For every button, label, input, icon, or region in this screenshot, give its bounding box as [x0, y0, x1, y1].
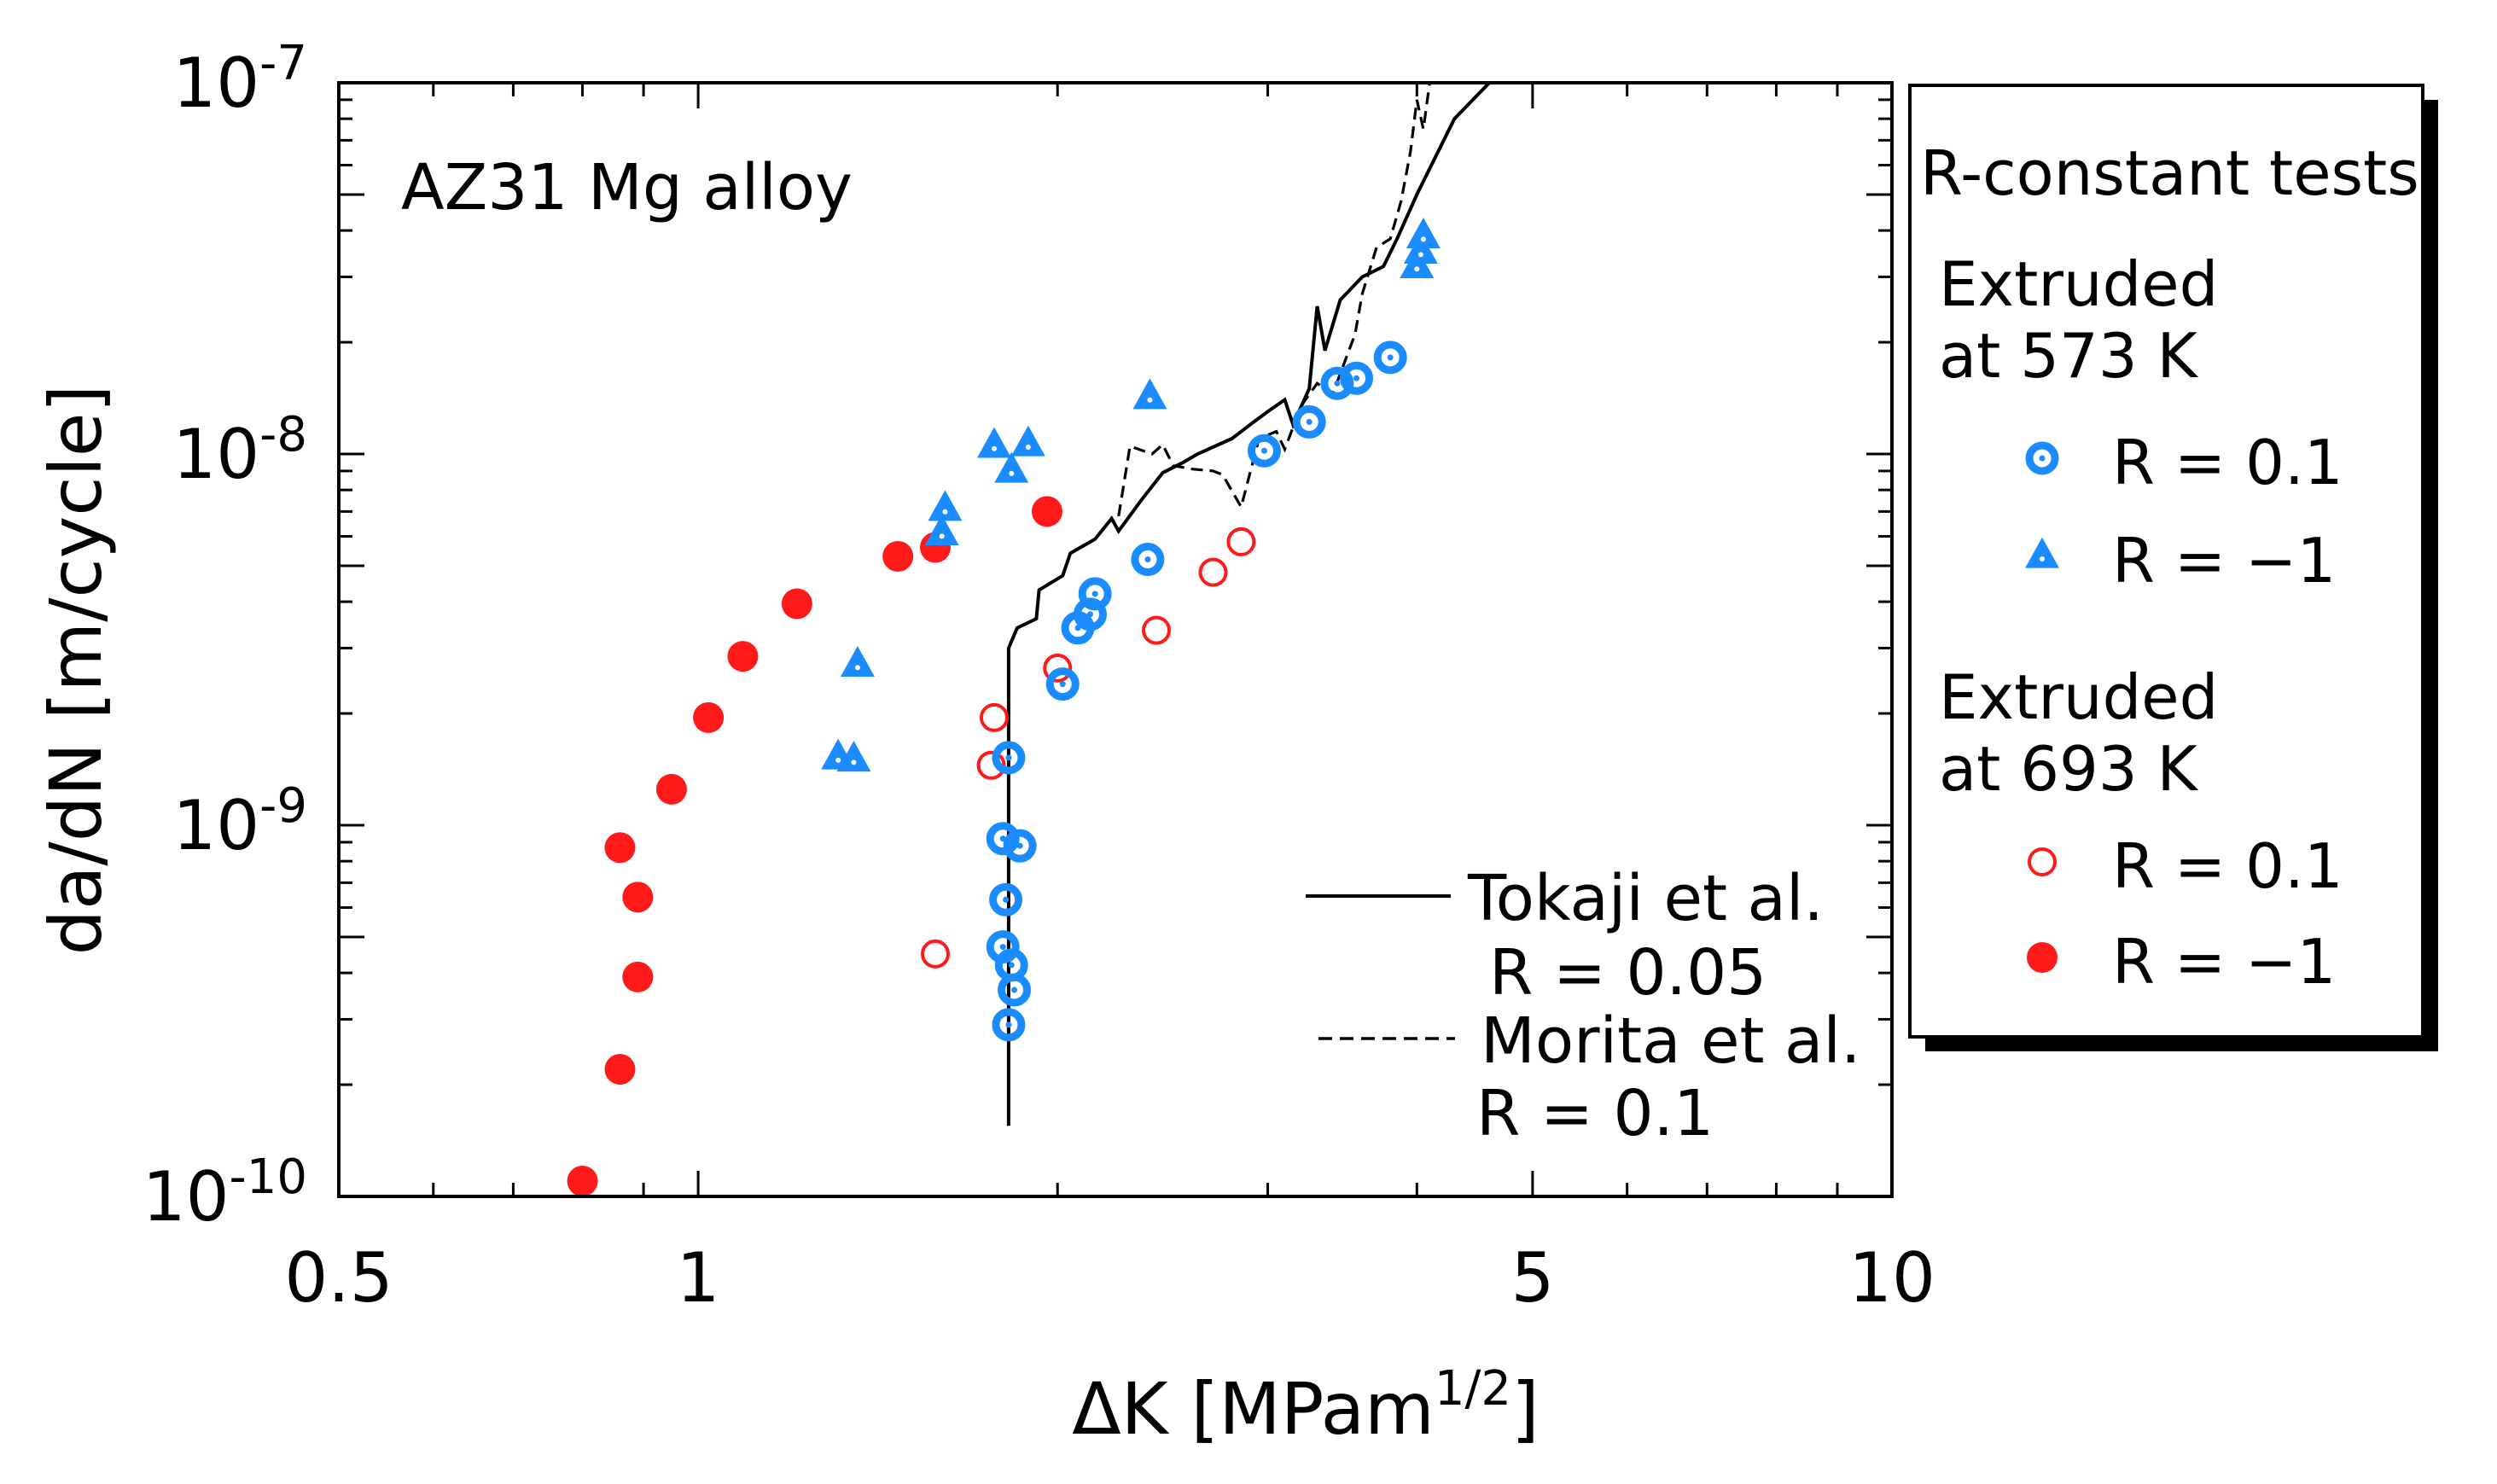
y-tick-label: 10-8 [172, 407, 307, 494]
point-bullseye [992, 1008, 1026, 1042]
point-bullseye [1131, 543, 1165, 577]
y-tick-label-exp: -9 [259, 778, 307, 834]
y-tick-label-base: 10 [143, 1157, 230, 1237]
y-tick-label-base: 10 [172, 44, 259, 123]
point-triangle [1132, 378, 1167, 410]
legend-frame [1908, 84, 2424, 1039]
plot-frame [337, 81, 1894, 1198]
point-triangle [1010, 425, 1045, 457]
point-bullseye [1247, 434, 1281, 468]
legend-label-693-r01: R = 0.1 [2112, 830, 2343, 902]
y-axis-label: da/dN [m/cycle] [34, 385, 118, 956]
legend-marker-blue-triangle [2025, 537, 2059, 568]
point-filled-circle [882, 540, 914, 572]
line-legend-tokaji-name: Tokaji et al. [1467, 862, 1824, 935]
tokaji-solid-line [1006, 81, 1491, 1126]
x-tick-label: 1 [677, 1238, 720, 1318]
point-triangle [924, 515, 959, 546]
point-triangle [928, 490, 963, 521]
legend-marker-red-open-circle [2028, 847, 2057, 876]
x-axis-label-end: ] [1511, 1367, 1540, 1451]
legend-group2-line2: at 693 K [1939, 733, 2199, 805]
point-bullseye [986, 822, 1020, 856]
x-tick-label: 10 [1848, 1238, 1935, 1318]
legend-marker-blue-bullseye [2025, 441, 2059, 475]
legend-marker-shape [2027, 942, 2058, 973]
reference-lines [1006, 81, 1491, 1126]
point-filled-circle [604, 832, 636, 864]
point-filled-circle [655, 773, 687, 805]
point-bullseye [992, 741, 1026, 775]
point-triangle [994, 451, 1029, 483]
annotation-alloy: AZ31 Mg alloy [401, 151, 853, 224]
x-axis-label-main: ΔK [MPam [1072, 1367, 1435, 1451]
x-tick-label: 5 [1510, 1238, 1554, 1318]
point-bullseye [1340, 361, 1374, 395]
legend-group1-line2: at 573 K [1939, 320, 2199, 392]
point-filled-circle [622, 961, 654, 992]
point-bullseye [1078, 577, 1112, 611]
axis-ticks [337, 83, 1892, 1198]
legend-marker-shape [2028, 847, 2057, 876]
point-bullseye [1292, 404, 1326, 439]
data-points [567, 218, 1441, 1196]
legend-label-573-rm1: R = −1 [2112, 525, 2336, 597]
legend-label-693-rm1: R = −1 [2112, 926, 2336, 998]
point-open-circle [979, 702, 1009, 732]
point-open-circle [1226, 527, 1256, 556]
point-filled-circle [604, 1054, 636, 1085]
point-bullseye [1320, 366, 1354, 400]
line-legend-tokaji-r: R = 0.05 [1489, 936, 1767, 1010]
legend-group2-line1: Extruded [1939, 661, 2218, 733]
x-axis-label-sup: 1/2 [1435, 1361, 1511, 1417]
x-tick-label: 0.5 [284, 1238, 393, 1318]
legend-group1-line1: Extruded [1939, 248, 2218, 320]
y-tick-label-exp: -10 [230, 1149, 307, 1205]
point-triangle [1406, 218, 1441, 249]
point-triangle [836, 741, 871, 772]
point-open-circle [976, 750, 1006, 780]
point-filled-circle [727, 641, 759, 672]
point-bullseye [986, 930, 1020, 964]
point-filled-circle [781, 588, 812, 620]
point-triangle [840, 646, 875, 678]
y-tick-label: 10-9 [172, 778, 307, 865]
point-open-circle [1142, 615, 1172, 645]
point-open-circle [1043, 653, 1073, 683]
y-tick-label-exp: -7 [259, 36, 307, 91]
legend-title: R-constant tests [1920, 137, 2419, 209]
point-filled-circle [567, 1165, 598, 1196]
y-tick-label-exp: -8 [259, 407, 307, 463]
y-tick-label: 10-7 [172, 36, 307, 123]
point-bullseye [1045, 667, 1080, 701]
line-legend-morita-r: R = 0.1 [1476, 1077, 1714, 1150]
point-open-circle [1198, 557, 1228, 587]
point-bullseye [1373, 340, 1407, 375]
y-tick-label-base: 10 [172, 786, 259, 865]
legend-box: R-constant tests Extruded at 573 K R = 0… [1908, 84, 2438, 1051]
legend-marker-shape [2025, 537, 2059, 568]
line-legend: Tokaji et al. R = 0.05 Morita et al. R =… [1306, 862, 1860, 1150]
point-filled-circle [693, 701, 725, 733]
y-tick-label-base: 10 [172, 415, 259, 494]
point-filled-circle [622, 882, 654, 913]
y-tick-label: 10-10 [143, 1149, 307, 1237]
legend-marker-shape [2025, 441, 2059, 475]
point-open-circle [921, 939, 951, 969]
point-triangle [1403, 233, 1438, 265]
legend-label-573-r01: R = 0.1 [2112, 427, 2343, 498]
x-tick-labels: 0.5 1 5 10 [284, 1238, 1935, 1318]
morita-dashed-line [1117, 82, 1431, 517]
point-bullseye [989, 882, 1023, 917]
line-legend-morita-name: Morita et al. [1481, 1004, 1860, 1078]
point-triangle [976, 427, 1011, 458]
legend-marker-red-filled-circle [2027, 942, 2058, 973]
point-filled-circle [1031, 496, 1062, 527]
x-axis-label: ΔK [MPam1/2] [1072, 1361, 1540, 1451]
